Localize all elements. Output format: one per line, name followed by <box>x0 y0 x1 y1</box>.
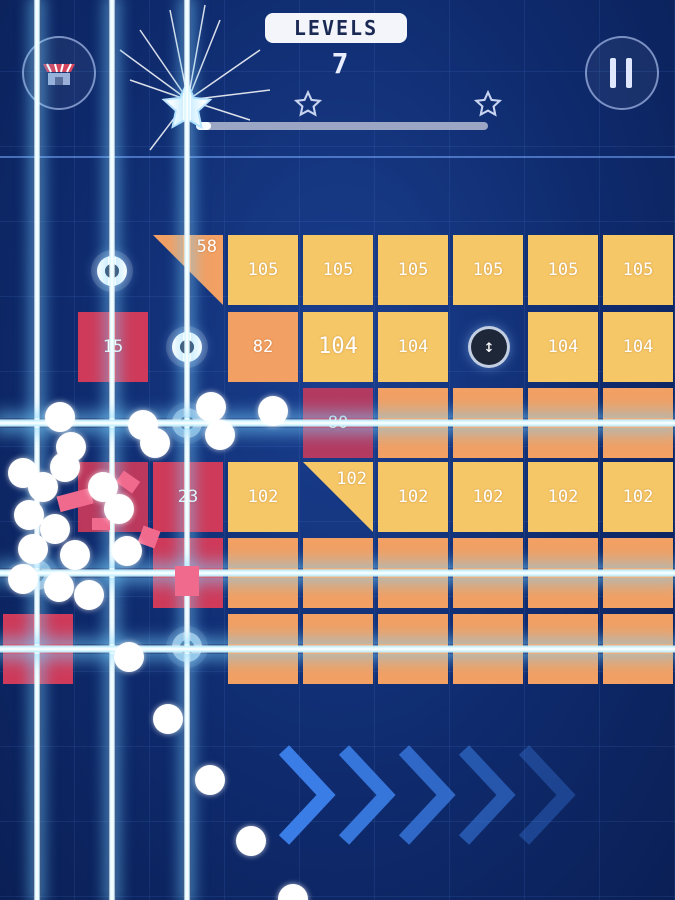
shop-icon <box>43 63 75 85</box>
level-label: LEVELS <box>265 13 407 43</box>
brick: 102 <box>228 462 298 532</box>
brick: 104 <box>603 312 673 382</box>
brick: 102 <box>378 462 448 532</box>
ball <box>60 540 90 570</box>
pause-icon-bar <box>626 58 632 88</box>
brick: 105 <box>453 235 523 305</box>
brick: 102 <box>528 462 598 532</box>
ball <box>236 826 266 856</box>
ball <box>28 472 58 502</box>
pause-icon <box>610 58 616 88</box>
brick-shard <box>92 518 110 530</box>
brick: 82 <box>228 312 298 382</box>
ball <box>140 428 170 458</box>
ball <box>196 392 226 422</box>
brick: 105 <box>603 235 673 305</box>
ball <box>114 642 144 672</box>
brick: 102 <box>603 462 673 532</box>
star-icon-empty <box>474 90 502 117</box>
brick: 105 <box>378 235 448 305</box>
level-progress-fill <box>196 122 211 130</box>
ball <box>104 494 134 524</box>
brick: 102 <box>453 462 523 532</box>
horizontal-laser <box>0 644 675 654</box>
hud-divider <box>0 156 675 158</box>
ball <box>258 396 288 426</box>
level-progress-bar <box>196 122 488 130</box>
vertical-laser <box>183 0 191 900</box>
brick: 104 <box>528 312 598 382</box>
ball <box>195 765 225 795</box>
ball <box>8 564 38 594</box>
ball <box>278 884 308 900</box>
vertical-arrow-pickup-icon: ↕ <box>471 329 507 365</box>
brick: 105 <box>303 235 373 305</box>
level-number: 7 <box>331 47 349 80</box>
horizontal-laser <box>0 568 675 578</box>
ball <box>153 704 183 734</box>
horizontal-laser <box>0 418 675 428</box>
pause-button[interactable] <box>585 36 659 110</box>
ball <box>74 580 104 610</box>
brick-hit: 104 <box>303 312 373 382</box>
star-icon-empty <box>294 90 322 117</box>
brick-shard <box>175 566 199 596</box>
ball <box>44 572 74 602</box>
brick: 104 <box>378 312 448 382</box>
brick: 105 <box>228 235 298 305</box>
ball <box>14 500 44 530</box>
vertical-laser <box>108 0 116 900</box>
ball <box>45 402 75 432</box>
ball <box>205 420 235 450</box>
vertical-laser <box>33 0 41 900</box>
ball <box>112 536 142 566</box>
ball <box>18 534 48 564</box>
speed-up-chevrons-icon[interactable] <box>270 740 580 850</box>
brick: 105 <box>528 235 598 305</box>
